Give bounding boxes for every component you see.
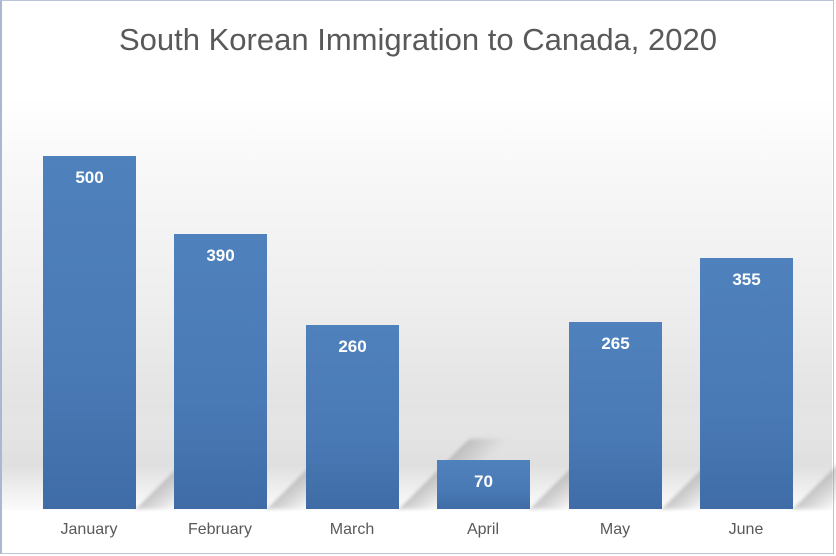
- bar-february[interactable]: 390: [174, 234, 267, 509]
- bar-june[interactable]: 355: [700, 258, 793, 509]
- bar-may[interactable]: 265: [569, 322, 662, 509]
- data-label: 265: [601, 334, 630, 353]
- x-axis-label: March: [329, 521, 375, 538]
- chart-title: South Korean Immigration to Canada, 2020: [119, 22, 717, 57]
- bar-january[interactable]: 500: [43, 156, 136, 509]
- data-label: 500: [75, 168, 104, 187]
- data-label: 260: [338, 337, 367, 356]
- data-label: 390: [206, 246, 235, 265]
- bar-april[interactable]: 70: [437, 460, 530, 509]
- data-label: 355: [732, 270, 761, 289]
- x-axis-label: January: [60, 521, 118, 538]
- x-axis-label: May: [599, 521, 631, 538]
- x-axis-label: February: [187, 521, 253, 538]
- x-axis-label: June: [728, 521, 764, 538]
- x-axis-label: April: [466, 521, 499, 538]
- bar-march[interactable]: 260: [306, 325, 399, 509]
- data-label: 70: [474, 472, 493, 491]
